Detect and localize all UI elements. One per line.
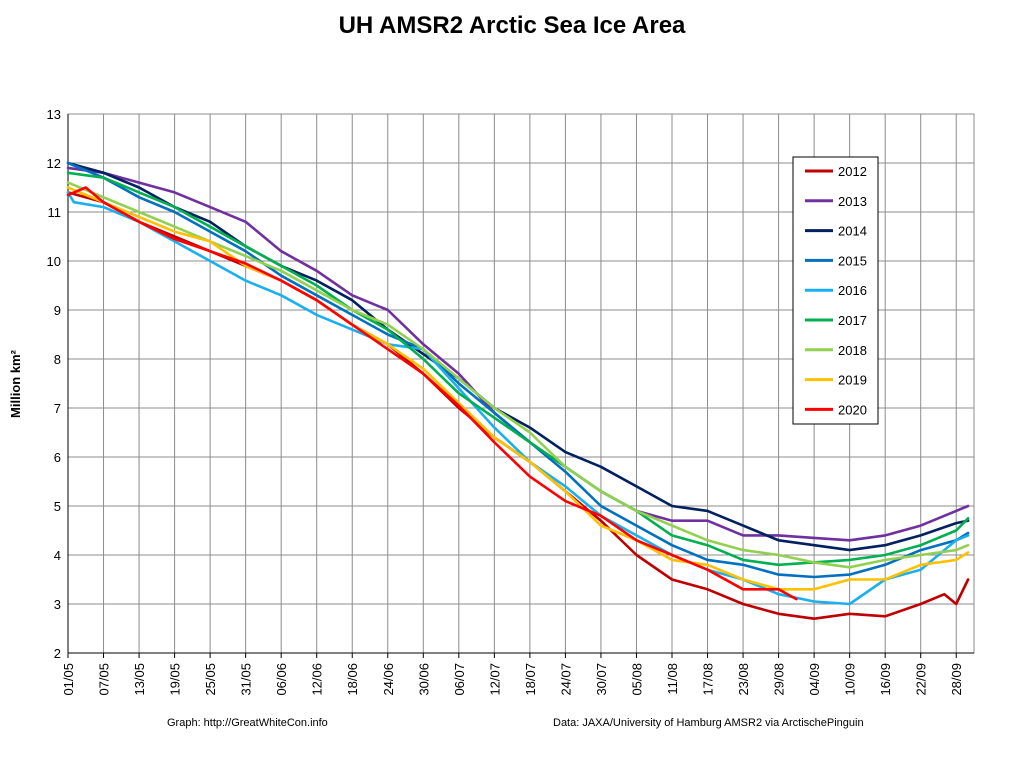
series-line-2020 — [66, 186, 798, 601]
y-tick-label: 13 — [47, 107, 61, 122]
x-tick-label: 10/09 — [843, 663, 858, 696]
x-tick-label: 18/07 — [523, 663, 538, 696]
y-tick-label: 5 — [54, 499, 61, 514]
x-tick-label: 01/05 — [61, 663, 76, 696]
x-tick-label: 22/09 — [914, 663, 929, 696]
y-tick-label: 10 — [47, 254, 61, 269]
x-tick-label: 31/05 — [239, 663, 254, 696]
x-tick-label: 12/07 — [487, 663, 502, 696]
legend-label-2014: 2014 — [838, 224, 867, 239]
y-tick-label: 8 — [54, 352, 61, 367]
legend-label-2016: 2016 — [838, 283, 867, 298]
series-line-2016 — [66, 191, 970, 606]
legend-label-2017: 2017 — [838, 313, 867, 328]
y-tick-label: 11 — [48, 205, 62, 220]
x-tick-label: 23/08 — [736, 663, 751, 696]
y-tick-label: 12 — [47, 156, 61, 171]
x-tick-label: 05/08 — [629, 663, 644, 696]
x-tick-label: 16/09 — [878, 663, 893, 696]
series-lines — [66, 161, 970, 621]
legend-label-2020: 2020 — [838, 402, 867, 417]
y-tick-label: 2 — [54, 646, 61, 661]
legend-label-2018: 2018 — [838, 343, 867, 358]
x-tick-label: 25/05 — [203, 663, 218, 696]
chart-title: UH AMSR2 Arctic Sea Ice Area — [339, 12, 686, 39]
y-axis-label: Million km² — [8, 349, 23, 418]
x-tick-label: 13/05 — [132, 663, 147, 696]
x-tick-label: 07/05 — [97, 663, 112, 696]
y-tick-label: 7 — [54, 401, 61, 416]
footer-data-credit: Data: JAXA/University of Hamburg AMSR2 v… — [553, 717, 864, 729]
series-line-2019 — [66, 186, 970, 591]
legend-label-2015: 2015 — [838, 253, 867, 268]
series-line-2014 — [66, 161, 970, 552]
y-tick-label: 3 — [54, 597, 61, 612]
legend-label-2013: 2013 — [838, 194, 867, 209]
series-line-2017 — [66, 171, 970, 567]
y-tick-label: 4 — [54, 548, 61, 563]
x-tick-label: 12/06 — [310, 663, 325, 696]
legend-label-2019: 2019 — [838, 373, 867, 388]
x-tick-label: 30/06 — [416, 663, 431, 696]
x-tick-label: 18/06 — [345, 663, 360, 696]
footer-graph-credit: Graph: http://GreatWhiteCon.info — [167, 717, 328, 729]
x-tick-label: 24/07 — [558, 663, 573, 696]
x-tick-label: 28/09 — [949, 663, 964, 696]
y-tick-label: 9 — [54, 303, 61, 318]
legend-label-2012: 2012 — [838, 164, 867, 179]
x-tick-label: 30/07 — [594, 663, 609, 696]
y-tick-label: 6 — [54, 450, 61, 465]
x-tick-label: 19/05 — [168, 663, 183, 696]
x-tick-label: 24/06 — [381, 663, 396, 696]
x-tick-label: 06/07 — [452, 663, 467, 696]
x-tick-label: 11/08 — [665, 663, 680, 695]
x-tick-label: 04/09 — [807, 663, 822, 696]
legend: 2012 2013 2014 2015 2016 2017 2018 2019 2020 — [792, 156, 879, 425]
series-line-2018 — [66, 181, 970, 569]
x-tick-label: 29/08 — [772, 663, 787, 696]
x-tick-label: 06/06 — [274, 663, 289, 696]
axes: 2 3 4 5 6 7 8 9 10 11 12 13 01/05 07/05 13/05 19/05 25/0… — [47, 107, 975, 696]
x-tick-label: 17/08 — [701, 663, 716, 696]
